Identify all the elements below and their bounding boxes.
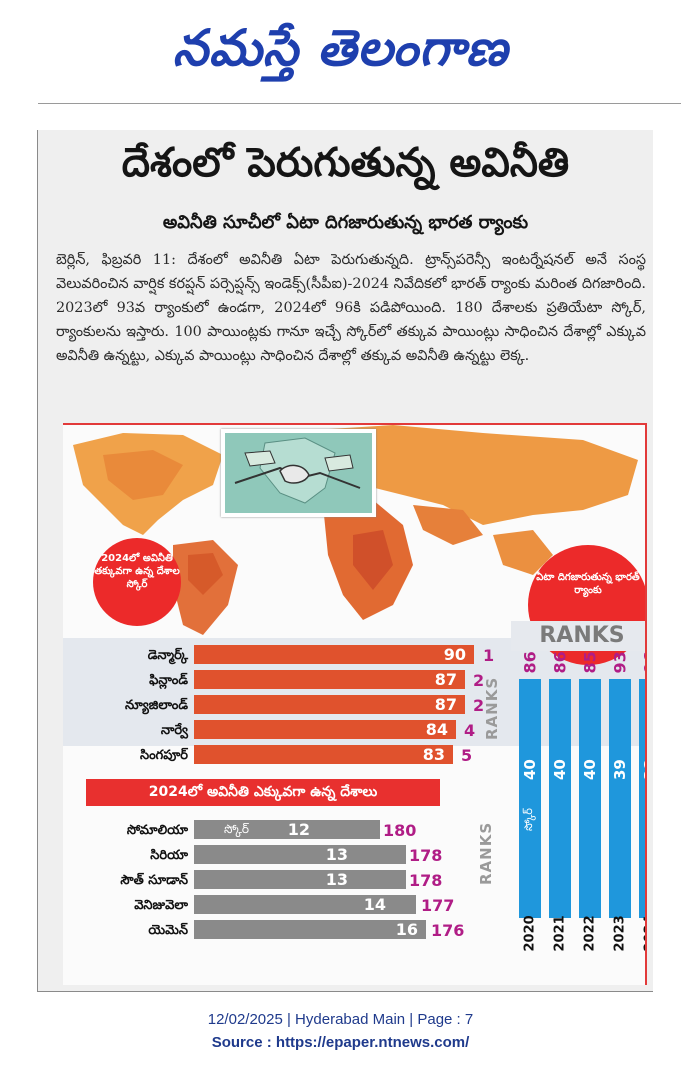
india-score-2024: 38 <box>641 759 647 780</box>
least-corrupt-row: ఫిన్లాండ్ 87 2 <box>63 670 513 691</box>
score-value: 13 <box>325 845 348 864</box>
rank-value: 178 <box>409 846 443 865</box>
india-score-2022: 40 <box>581 759 599 780</box>
india-score-word: స్కోర్ <box>522 808 535 831</box>
country-name: వెనిజువెలా <box>134 898 188 913</box>
india-score-column <box>549 679 571 918</box>
score-value: 83 <box>422 745 445 764</box>
rank-value: 4 <box>464 721 476 740</box>
india-score-2021: 40 <box>551 759 569 780</box>
score-bar: 87 <box>194 695 465 714</box>
least-corrupt-label: 2024లో అవినీతి తక్కువగా ఉన్న దేశాల స్కోర… <box>94 553 180 590</box>
score-bar: 16 <box>194 920 426 939</box>
article-headline: దేశంలో పెరుగుతున్న అవినీతి <box>121 140 570 186</box>
footer-source-link[interactable]: Source : https://epaper.ntnews.com/ <box>211 1034 470 1051</box>
score-bar: 87 <box>194 670 465 689</box>
score-value: 16 <box>395 920 418 939</box>
masthead-divider <box>38 103 681 104</box>
most-corrupt-row: వెనిజువెలా 14 177 <box>63 895 463 916</box>
least-corrupt-row: న్యూజిలాండ్ 87 2 <box>63 695 513 716</box>
india-rank-2020: 86 <box>520 651 540 674</box>
most-corrupt-banner: 2024లో అవినీతి ఎక్కువగా ఉన్న దేశాలు <box>86 779 440 806</box>
rank-value: 178 <box>409 871 443 890</box>
rank-value: 1 <box>483 646 495 665</box>
year-label-2024: 2024 <box>642 915 647 952</box>
year-label-2023: 2023 <box>612 915 628 952</box>
india-score-column <box>579 679 601 918</box>
india-rank-2021: 86 <box>550 651 570 674</box>
least-corrupt-row: సింగపూర్ 83 5 <box>63 745 513 766</box>
country-name: న్యూజిలాండ్ <box>125 698 188 713</box>
rank-value: 177 <box>421 896 455 915</box>
score-bar: 14 <box>194 895 416 914</box>
masthead: నమస్తే తెలంగాణ <box>0 8 681 88</box>
score-bar: 13 <box>194 870 406 889</box>
least-corrupt-label-bubble: 2024లో అవినీతి తక్కువగా ఉన్న దేశాల స్కోర… <box>93 538 181 626</box>
india-rank-2023: 93 <box>610 651 630 674</box>
ranks-vertical-label: RANKS <box>477 821 495 885</box>
india-score-column <box>639 679 645 918</box>
india-score-column <box>609 679 631 918</box>
year-label-2021: 2021 <box>552 915 568 952</box>
score-value: 87 <box>434 670 457 689</box>
country-name: యెమెన్ <box>148 923 188 938</box>
score-value: 90 <box>443 645 466 664</box>
score-bar: 13 <box>194 845 406 864</box>
country-name: సింగపూర్ <box>139 748 188 763</box>
country-name: డెన్మార్క్ <box>147 648 188 663</box>
india-score-column <box>519 679 541 918</box>
newspaper-title: నమస్తే తెలంగాణ <box>172 18 509 77</box>
india-rank-label: ఏటా దిగజారుతున్న భారత్ ర్యాంకు <box>536 572 640 596</box>
score-value: 12 <box>287 820 310 839</box>
least-corrupt-row: నార్వే 84 4 <box>63 720 513 741</box>
article-body: బెర్లిన్, ఫిబ్రవరి 11: దేశంలో అవినీతి ఏట… <box>56 252 646 364</box>
footer-edition-info: 12/02/2025 | Hyderabad Main | Page : 7 <box>207 1011 474 1028</box>
score-word: స్కోర్ <box>224 822 250 836</box>
country-name: సిరియా <box>150 848 188 863</box>
infographic: 2024లో అవినీతి తక్కువగా ఉన్న దేశాల స్కోర… <box>63 423 647 985</box>
least-corrupt-row: డెన్మార్క్ 90 1 <box>63 645 513 666</box>
india-rank-2022: 85 <box>580 651 600 674</box>
score-value: 87 <box>434 695 457 714</box>
news-clipping: దేశంలో పెరుగుతున్న అవినీతి అవినీతి సూచీల… <box>37 130 653 992</box>
score-bar: 83 <box>194 745 453 764</box>
score-value: 84 <box>425 720 448 739</box>
score-value: 13 <box>325 870 348 889</box>
ranks-vertical-label: RANKS <box>483 676 501 740</box>
score-bar: స్కోర్ 12 <box>194 820 380 839</box>
india-rank-2024: 96 <box>640 651 647 674</box>
score-bar: 90 <box>194 645 474 664</box>
country-name: నార్వే <box>160 723 188 738</box>
rank-value: 2 <box>473 696 485 715</box>
rank-value: 176 <box>431 921 465 940</box>
india-score-2020: 40 <box>521 759 539 780</box>
most-corrupt-row: సౌత్ సూడాన్ 13 178 <box>63 870 463 891</box>
country-name: సౌత్ సూడాన్ <box>120 873 188 888</box>
most-corrupt-row: సోమాలియా స్కోర్ 12 180 <box>63 820 463 841</box>
country-name: ఫిన్లాండ్ <box>149 673 188 688</box>
india-ranks-title: RANKS <box>511 621 645 651</box>
most-corrupt-row: యెమెన్ 16 176 <box>63 920 465 941</box>
handshake-illustration <box>221 429 376 517</box>
article-subheadline: అవినీతి సూచీలో ఏటా దిగజారుతున్న భారత ర్య… <box>162 212 529 233</box>
score-bar: 84 <box>194 720 456 739</box>
year-label-2020: 2020 <box>522 915 538 952</box>
score-value: 14 <box>363 895 386 914</box>
year-label-2022: 2022 <box>582 915 598 952</box>
most-corrupt-row: సిరియా 13 178 <box>63 845 463 866</box>
india-score-2023: 39 <box>611 759 629 780</box>
country-name: సోమాలియా <box>126 823 188 838</box>
rank-value: 2 <box>473 671 485 690</box>
rank-value: 5 <box>461 746 473 765</box>
rank-value: 180 <box>383 821 417 840</box>
